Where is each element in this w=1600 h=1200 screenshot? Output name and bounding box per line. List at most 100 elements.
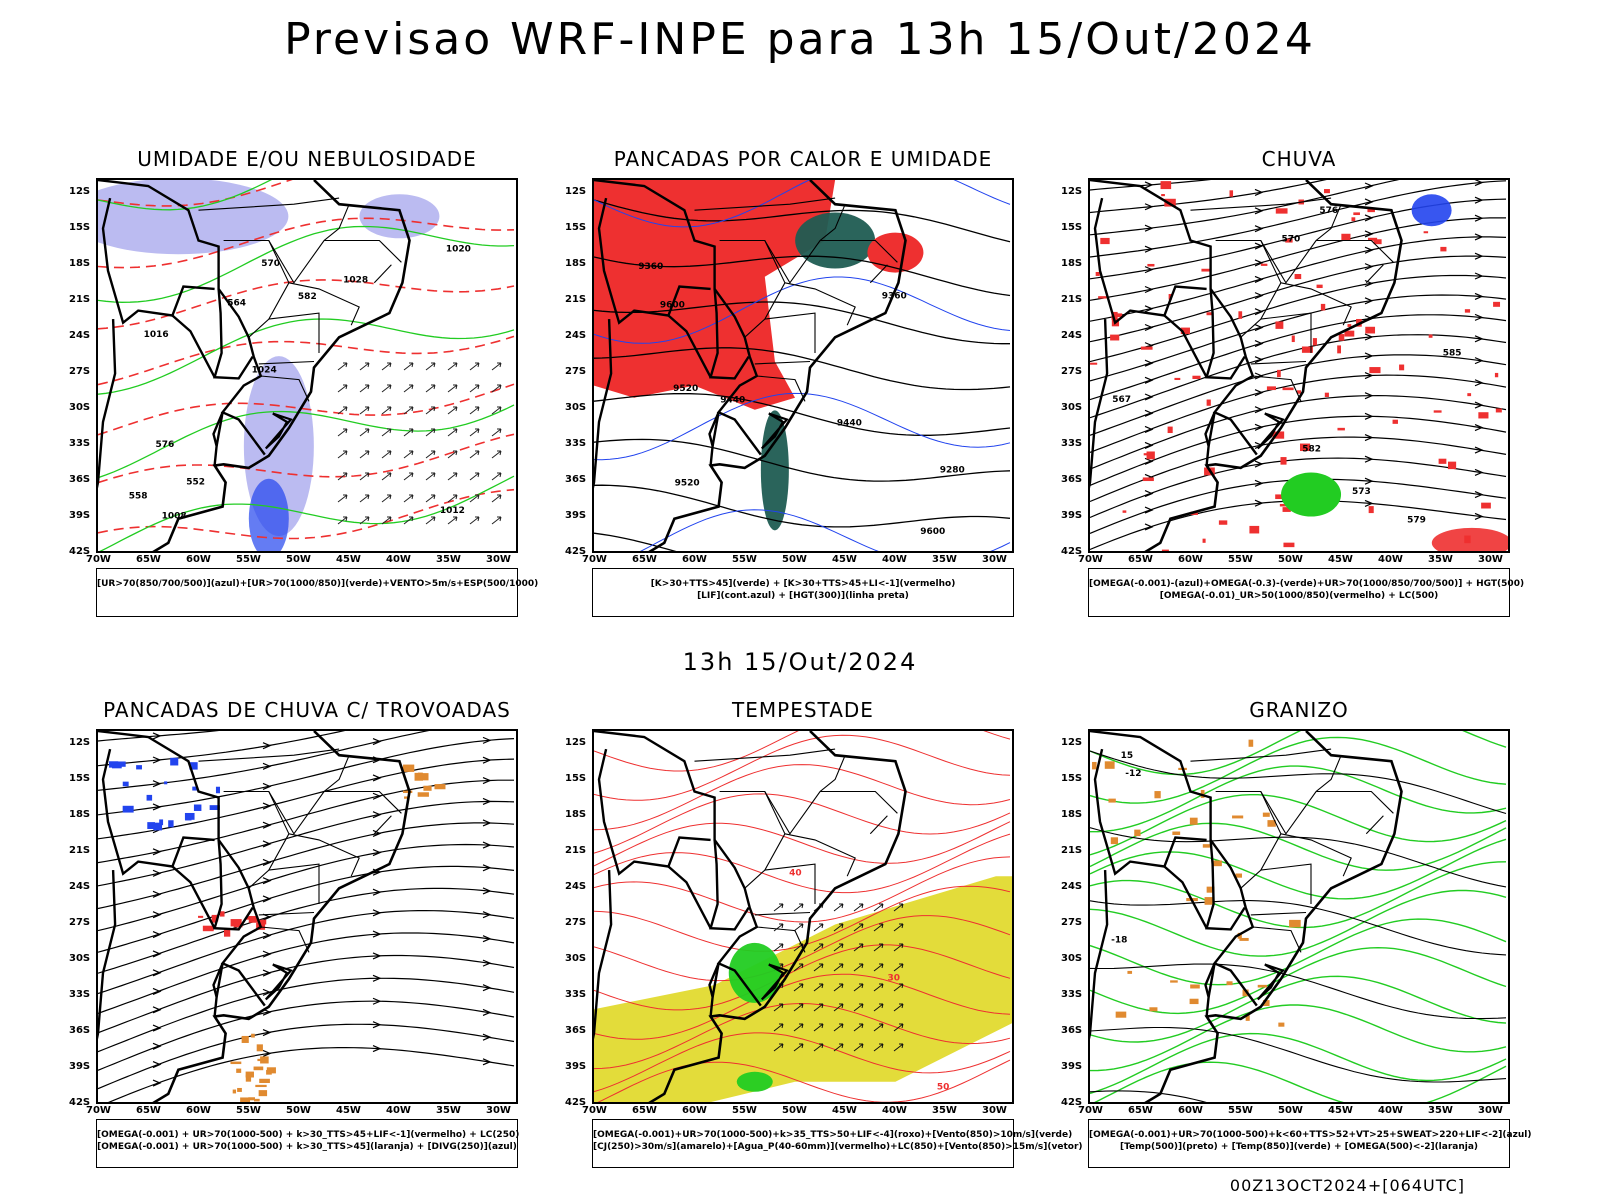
streamline-arrow [1474, 491, 1484, 499]
lon-tick-label: 55W [236, 554, 261, 565]
wind-vector [381, 406, 392, 415]
k-tts-lif-region [220, 911, 225, 917]
k-tts-region [403, 790, 413, 793]
precipitable-water-contour [594, 821, 1011, 867]
lat-tick-label: 42S [565, 1097, 587, 1108]
wind-vector [337, 516, 348, 525]
lon-tick-label: 55W [236, 1105, 261, 1116]
omega500-region [1104, 761, 1115, 769]
lat-tick-label: 42S [1061, 546, 1083, 557]
country-border [171, 314, 216, 378]
wind-850-vector [833, 1003, 844, 1012]
lagoon [1256, 412, 1285, 450]
lat-tick-label: 21S [1061, 294, 1083, 305]
lat-tick-label: 15S [1061, 222, 1083, 233]
k-tts-lif-region [198, 915, 204, 918]
temp850-contour [1090, 975, 1507, 1043]
contour-label: 1012 [440, 506, 465, 516]
wind-850-vector [813, 943, 824, 952]
state-border [268, 312, 320, 353]
divergence-250 [111, 761, 122, 769]
country-border [1090, 870, 1109, 1040]
coastline [648, 731, 907, 1102]
wind-850-vector [833, 943, 844, 952]
hgt300-contour [594, 532, 677, 551]
lon-tick-label: 30W [982, 554, 1007, 565]
omega-ur-precip [1161, 194, 1165, 197]
streamline-arrow [1474, 272, 1484, 280]
streamline-arrow [482, 911, 492, 919]
country-border [667, 314, 712, 378]
main-title: Previsao WRF-INPE para 13h 15/Out/2024 [284, 14, 1316, 65]
state-border [1190, 748, 1332, 762]
omega-ur-precip [1117, 313, 1123, 318]
lat-tick-label: 36S [69, 1025, 91, 1036]
wind-vector [447, 450, 458, 459]
contour-label: 40 [789, 868, 802, 878]
lon-tick-label: 35W [436, 1105, 461, 1116]
omega500-region [1149, 1007, 1158, 1012]
streamline-arrow [1254, 499, 1264, 507]
temp850-contour [1090, 838, 1507, 900]
wind-850-vector [873, 983, 884, 992]
lon-tick-label: 45W [336, 554, 361, 565]
lif-contour [640, 509, 1011, 551]
streamline-arrow [482, 1033, 492, 1041]
omega-ur-precip [1283, 542, 1295, 548]
legend-line: [OMEGA(-0.001)+UR>70(1000-500)+k>35_TTS>… [593, 1130, 1073, 1140]
state-border [223, 239, 290, 338]
streamline-arrow [372, 774, 382, 782]
lon-tick-label: 40W [1378, 554, 1403, 565]
lon-tick-label: 50W [782, 554, 807, 565]
wind-850-vector [853, 943, 864, 952]
hgt500-streamline [1090, 354, 1507, 436]
lon-tick-label: 65W [632, 554, 657, 565]
coastline [648, 180, 907, 551]
wind-vector [337, 362, 348, 371]
omega500-region [1202, 844, 1213, 848]
streamline-arrow [372, 909, 382, 917]
lat-tick-label: 33S [1061, 438, 1083, 449]
wind-850-vector [813, 1043, 824, 1052]
wind-850-vector [853, 903, 864, 912]
divergence-250 [122, 805, 134, 813]
legend-line: [K>30+TTS>45](verde) + [K>30+TTS>45+LI<-… [650, 579, 956, 589]
contour-label: 570 [1281, 234, 1300, 244]
contour-label: 9520 [673, 384, 698, 394]
lat-tick-label: 33S [69, 438, 91, 449]
country-border [212, 962, 224, 1017]
state-border [1280, 833, 1352, 877]
hgt300-contour [594, 199, 1011, 243]
streamline-arrow [1364, 214, 1374, 222]
country-border [215, 963, 224, 998]
precipitable-water-contour [597, 1059, 1011, 1102]
k-tts-region [434, 784, 446, 790]
divergence-250 [147, 822, 156, 830]
streamline-arrow [482, 887, 492, 895]
lat-tick-label: 30S [1061, 402, 1083, 413]
omega500-region [1189, 817, 1198, 825]
coastline [1144, 731, 1403, 1102]
lon-tick-label: 45W [832, 1105, 857, 1116]
omega-ur-precip [1399, 364, 1405, 371]
omega500-region [1108, 798, 1116, 803]
lagoon [264, 412, 293, 450]
country-border [212, 411, 224, 466]
omega-ur-precip [1337, 345, 1341, 354]
lon-tick-label: 35W [932, 554, 957, 565]
legend-line: [OMEGA(-0.001) + UR>70(1000-500) + k>30_… [97, 1130, 520, 1140]
jet-250-region [594, 876, 1012, 1102]
divergence-250 [189, 762, 198, 770]
legend-line: [LIF](cont.azul) + [HGT(300)](linha pret… [697, 591, 909, 601]
lat-tick-label: 39S [565, 1061, 587, 1072]
lc250-streamline [98, 731, 346, 767]
streamline-arrow [1144, 393, 1154, 401]
wind-vector [469, 362, 480, 371]
omega-ur-precip [1238, 311, 1243, 319]
streamline-arrow [1474, 379, 1484, 387]
lat-tick-label: 21S [69, 294, 91, 305]
omega-ur-precip [1146, 451, 1155, 460]
streamline-arrow [1474, 468, 1484, 476]
streamline-arrow [1364, 297, 1374, 305]
omega-ur-precip [1147, 263, 1155, 267]
